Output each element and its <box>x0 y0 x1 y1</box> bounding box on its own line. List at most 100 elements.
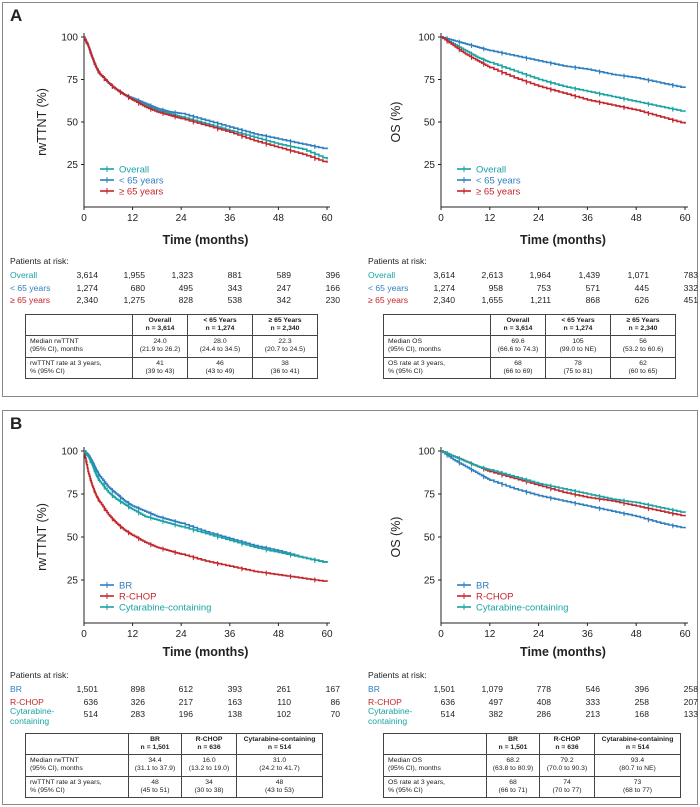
x-axis-label: Time (months) <box>163 233 249 247</box>
risk-count: 261 <box>276 684 291 694</box>
risk-row: < 65 years 1,274 958 753 571 445 332 <box>368 282 698 295</box>
x-axis-label: Time (months) <box>520 645 606 659</box>
series-line-br <box>441 450 686 529</box>
risk-count: 133 <box>683 709 698 719</box>
risk-count: 753 <box>536 282 551 293</box>
risk-count: 396 <box>325 270 340 280</box>
summary-value: 105 (99.0 to NE) <box>545 335 611 358</box>
risk-count: 1,275 <box>123 295 145 305</box>
summary-value: 38 (36 to 41) <box>252 356 318 379</box>
y-tick-label: 50 <box>424 533 436 544</box>
panel-b-frame <box>2 410 698 805</box>
risk-count: 451 <box>683 295 698 305</box>
summary-value: 46 (43 to 49) <box>187 356 253 379</box>
risk-count: 783 <box>683 270 698 280</box>
risk-count: 342 <box>276 295 291 305</box>
legend-label: BR <box>119 581 132 592</box>
y-tick-label: 25 <box>67 576 79 587</box>
risk-table-title: Patients at risk: <box>10 670 69 680</box>
x-tick-label: 48 <box>631 629 643 640</box>
summary-row-label: rwTTNT rate at 3 years,% (95% CI) <box>25 356 133 379</box>
risk-count: 2,613 <box>481 270 503 280</box>
risk-count: 1,274 <box>76 282 98 293</box>
risk-row: Cytarabine-containing 514 283 196 138 102 70 <box>10 706 340 725</box>
risk-count: 546 <box>585 684 600 694</box>
risk-count: 110 <box>277 696 291 707</box>
summary-header-cell: Overall n = 3,614 <box>490 313 546 337</box>
y-tick-label: 75 <box>424 490 436 501</box>
risk-row-label: BR <box>10 684 22 694</box>
risk-count: 86 <box>330 696 340 707</box>
x-tick-label: 60 <box>679 213 691 224</box>
series-line-cytarabine-containing <box>83 450 328 563</box>
summary-header-blank <box>383 313 491 337</box>
risk-count: 258 <box>634 696 649 707</box>
risk-count: 1,655 <box>481 295 503 305</box>
x-axis-label: Time (months) <box>163 645 249 659</box>
summary-value: 68 (66 to 71) <box>486 775 540 798</box>
risk-count: 3,614 <box>76 270 98 280</box>
risk-count: 589 <box>276 270 291 280</box>
risk-count: 168 <box>634 709 649 719</box>
y-tick-label: 25 <box>424 576 436 587</box>
risk-count: 1,501 <box>433 684 455 694</box>
x-tick-label: 24 <box>176 629 188 640</box>
risk-count: 881 <box>227 270 242 280</box>
summary-row: Median rwTTNT (95% CI), months 34.4 (31.1 t… <box>25 754 323 777</box>
summary-header-blank <box>383 732 487 756</box>
y-tick-label: 100 <box>418 33 435 44</box>
risk-count: 1,323 <box>171 270 193 280</box>
summary-row: Median OS (95% CI), months 69.6 (66.6 to 74… <box>383 335 676 358</box>
x-tick-label: 12 <box>127 629 139 640</box>
summary-row-label: Median OS (95% CI), months <box>383 335 491 358</box>
summary-value: 62 (60 to 65) <box>610 356 676 379</box>
x-tick-label: 36 <box>582 213 594 224</box>
risk-row: Cytarabine-containing 514 382 286 213 168 133 <box>368 706 698 725</box>
summary-value: 56 (53.2 to 60.6) <box>610 335 676 358</box>
risk-count: 283 <box>130 709 145 719</box>
summary-header-cell: Cytarabine-containing n = 514 <box>594 732 681 756</box>
series-line--65-years <box>441 36 686 124</box>
risk-row: BR 1,501 898 612 393 261 167 <box>10 684 340 696</box>
risk-table-title: Patients at risk: <box>10 256 69 266</box>
risk-count: 898 <box>130 684 145 694</box>
legend-label: Overall <box>119 165 149 176</box>
risk-count: 333 <box>585 696 600 707</box>
risk-row: ≥ 65 years 2,340 1,655 1,211 868 626 451 <box>368 295 698 307</box>
summary-value: 34.4 (31.1 to 37.9) <box>128 754 182 777</box>
risk-row: Overall 3,614 1,955 1,323 881 589 396 <box>10 270 340 282</box>
summary-value: 24.0 (21.9 to 26.2) <box>132 335 188 358</box>
y-axis-label: OS (%) <box>389 102 403 143</box>
summary-value: 73 (68 to 77) <box>594 775 681 798</box>
y-tick-label: 75 <box>424 75 436 86</box>
legend-label: BR <box>476 581 489 592</box>
x-tick-label: 24 <box>533 629 545 640</box>
x-tick-label: 24 <box>176 213 188 224</box>
x-tick-label: 0 <box>81 213 87 224</box>
summary-table-B-right: BR n = 1,501 R-CHOP n = 636 Cytarabine-conta… <box>383 732 681 798</box>
panel-b-letter: B <box>10 414 23 433</box>
legend-label: < 65 years <box>476 176 521 187</box>
risk-row-label: < 65 years <box>10 282 51 293</box>
legend-label: Cytarabine-containing <box>476 603 568 614</box>
summary-value: 68 (66 to 69) <box>490 356 546 379</box>
x-tick-label: 12 <box>127 213 139 224</box>
y-tick-label: 50 <box>67 533 79 544</box>
risk-count: 636 <box>440 696 455 707</box>
summary-header-cell: Cytarabine-containing n = 514 <box>236 732 323 756</box>
x-tick-label: 48 <box>273 629 285 640</box>
summary-header-cell: ≥ 65 Years n = 2,340 <box>252 313 318 337</box>
summary-row: OS rate at 3 years,% (95% CI) 68 (66 to 69… <box>383 356 676 379</box>
risk-row: Overall 3,614 2,613 1,964 1,439 1,071 783 <box>368 270 698 282</box>
risk-table-title: Patients at risk: <box>368 670 427 680</box>
chart-B-right: 0 12 24 36 48 60 25 50 75 100 Time (months) OS (%) B… <box>389 447 691 660</box>
risk-table-title: Patients at risk: <box>368 256 427 266</box>
risk-count: 2,340 <box>76 295 98 305</box>
risk-row-label: Overall <box>368 270 396 280</box>
summary-row: Median rwTTNT (95% CI), months 24.0 (21.9 t… <box>25 335 318 358</box>
series-line-br <box>83 450 328 563</box>
legend-label: Overall <box>476 165 506 176</box>
summary-header-cell: Overall n = 3,614 <box>132 313 188 337</box>
summary-header-row: Overall n = 3,614 < 65 Years n = 1,274 ≥ 65 … <box>25 313 318 337</box>
